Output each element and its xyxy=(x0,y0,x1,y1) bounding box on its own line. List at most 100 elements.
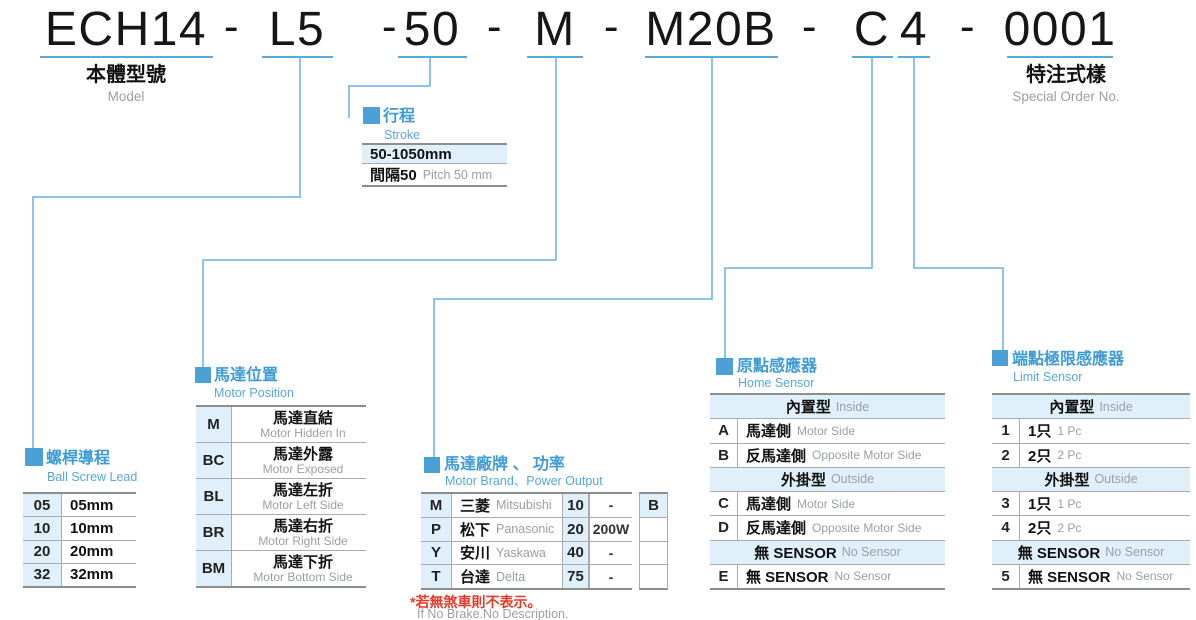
sensor-zh: 反馬達側 xyxy=(746,520,807,538)
position-zh: 馬達左折 xyxy=(272,481,333,499)
brake-code: B xyxy=(640,494,667,517)
sensor-en: No Sensor xyxy=(1116,569,1174,584)
model-label-en: Model xyxy=(107,89,145,104)
table-row: C 馬達側 Motor Side xyxy=(710,492,945,517)
position-zh: 馬達下折 xyxy=(272,553,333,571)
sensor-code: E xyxy=(710,564,738,588)
sensor-zh: 2只 xyxy=(1028,447,1052,465)
lead-code: 32 xyxy=(23,563,62,586)
sensor-code: 4 xyxy=(992,516,1020,540)
position-zh: 馬達外露 xyxy=(272,445,333,463)
table-row: D 反馬達側 Opposite Motor Side xyxy=(710,516,945,541)
watt-value: 200W xyxy=(589,517,632,541)
stroke-range: 50-1050mm xyxy=(370,145,452,163)
brand-en: Mitsubishi xyxy=(496,498,552,513)
stroke-pitch-en: Pitch 50 mm xyxy=(422,167,493,182)
brand-zh: 台達 xyxy=(460,569,491,587)
sensor-zh: 1只 xyxy=(1028,423,1052,441)
position-code: BR xyxy=(196,515,232,550)
position-en: Motor Bottom Side xyxy=(253,569,353,584)
home-sensor-subtitle: Home Sensor xyxy=(738,376,815,390)
model-segment-limit-sensor: 4 xyxy=(899,3,929,56)
ball-screw-lead-table: 05 05mm 10 10mm 20 20mm 32 32mm xyxy=(23,492,136,588)
brake-note-en: If No Brake.No Description. xyxy=(417,607,569,620)
lead-value: 05mm xyxy=(70,496,114,514)
motor-position-subtitle: Motor Position xyxy=(214,386,294,400)
motor-position-table: M 馬達直結 Motor Hidden In BC 馬達外露 Motor Exp… xyxy=(196,405,366,588)
position-code: BM xyxy=(196,551,232,586)
separator-dash: - xyxy=(381,2,399,51)
watt-code: 20 xyxy=(562,517,589,541)
sensor-code: 1 xyxy=(992,419,1020,443)
watt-value: - xyxy=(589,541,632,565)
table-row: B xyxy=(640,494,667,518)
motor-brand-title: 馬達廠牌 、 功率 xyxy=(444,456,565,473)
sensor-en: 1 Pc xyxy=(1057,496,1082,511)
position-code: BL xyxy=(196,479,232,514)
brand-zh: 安川 xyxy=(460,545,491,563)
group-en: Inside xyxy=(1099,399,1133,414)
table-row xyxy=(640,517,667,542)
table-row: 05 05mm xyxy=(23,494,136,518)
sensor-code: 3 xyxy=(992,492,1020,516)
model-segment-motor-brand: M20B xyxy=(645,3,777,56)
sensor-en: 2 Pc xyxy=(1057,448,1082,463)
stroke-pitch-zh: 間隔50 xyxy=(370,167,417,184)
table-row: M 三菱 Mitsubishi 10 - xyxy=(421,494,632,518)
lead-code: 20 xyxy=(23,540,62,563)
separator-dash: - xyxy=(486,2,504,51)
sensor-en: Motor Side xyxy=(797,423,856,438)
lead-value: 10mm xyxy=(70,519,114,537)
table-header-row: 無 SENSOR No Sensor xyxy=(710,540,945,565)
position-code: BC xyxy=(196,443,232,478)
group-en: Inside xyxy=(835,399,870,414)
position-en: Motor Exposed xyxy=(262,461,344,476)
ball-screw-lead-subtitle: Ball Screw Lead xyxy=(47,470,138,484)
watt-code: 40 xyxy=(562,541,589,565)
brand-code: Y xyxy=(421,541,452,565)
lead-code: 10 xyxy=(23,517,62,540)
table-row: BM 馬達下折 Motor Bottom Side xyxy=(196,551,366,586)
table-row: 20 20mm xyxy=(23,540,136,564)
model-label-zh: 本體型號 xyxy=(86,64,166,86)
ball-screw-lead-section-icon xyxy=(25,448,43,466)
separator-dash: - xyxy=(223,2,241,51)
table-row: Y 安川 Yaskawa 40 - xyxy=(421,541,632,566)
table-row xyxy=(640,565,667,588)
sensor-zh: 馬達側 xyxy=(746,496,792,514)
sensor-en: Motor Side xyxy=(797,496,856,511)
sensor-zh: 1只 xyxy=(1028,496,1052,514)
stroke-pitch-row: 間隔50 Pitch 50 mm xyxy=(362,164,507,185)
sensor-code: A xyxy=(710,419,738,443)
watt-value: - xyxy=(589,494,632,517)
position-en: Motor Right Side xyxy=(258,533,348,548)
table-header-row: 內置型 Inside xyxy=(992,395,1190,420)
table-row: A 馬達側 Motor Side xyxy=(710,419,945,444)
limit-sensor-table: 內置型 Inside 1 1只 1 Pc 2 2只 2 Pc 外掛型 Outsi… xyxy=(992,393,1190,590)
separator-dash: - xyxy=(801,2,819,51)
sensor-zh: 無 SENSOR xyxy=(746,568,829,586)
sensor-code: D xyxy=(710,516,738,540)
motor-brand-subtitle: Motor Brand、Power Output xyxy=(445,474,603,488)
table-row: 5 無 SENSOR No Sensor xyxy=(992,564,1190,588)
special-order-label-en: Special Order No. xyxy=(1012,89,1120,104)
limit-sensor-title: 端點極限感應器 xyxy=(1012,351,1125,368)
sensor-en: Opposite Motor Side xyxy=(812,448,922,463)
group-en: No Sensor xyxy=(1105,545,1165,560)
group-zh: 內置型 xyxy=(785,399,831,417)
position-code: M xyxy=(196,407,232,442)
brand-en: Yaskawa xyxy=(496,545,546,560)
group-zh: 外掛型 xyxy=(1044,471,1090,489)
table-row xyxy=(640,541,667,566)
brand-code: P xyxy=(421,517,452,541)
brand-zh: 三菱 xyxy=(460,497,491,515)
brake-note-zh: *若無煞車則不表示。 xyxy=(410,594,542,610)
model-segment-stroke: 50 xyxy=(403,3,461,56)
model-segment-home-sensor: C xyxy=(853,3,891,56)
motor-brand-table: M 三菱 Mitsubishi 10 - P 松下 Panasonic 20 2… xyxy=(421,492,632,590)
model-segment-motor-position: M xyxy=(534,3,576,56)
table-row: 10 10mm xyxy=(23,517,136,541)
motor-position-title: 馬達位置 xyxy=(214,367,279,384)
